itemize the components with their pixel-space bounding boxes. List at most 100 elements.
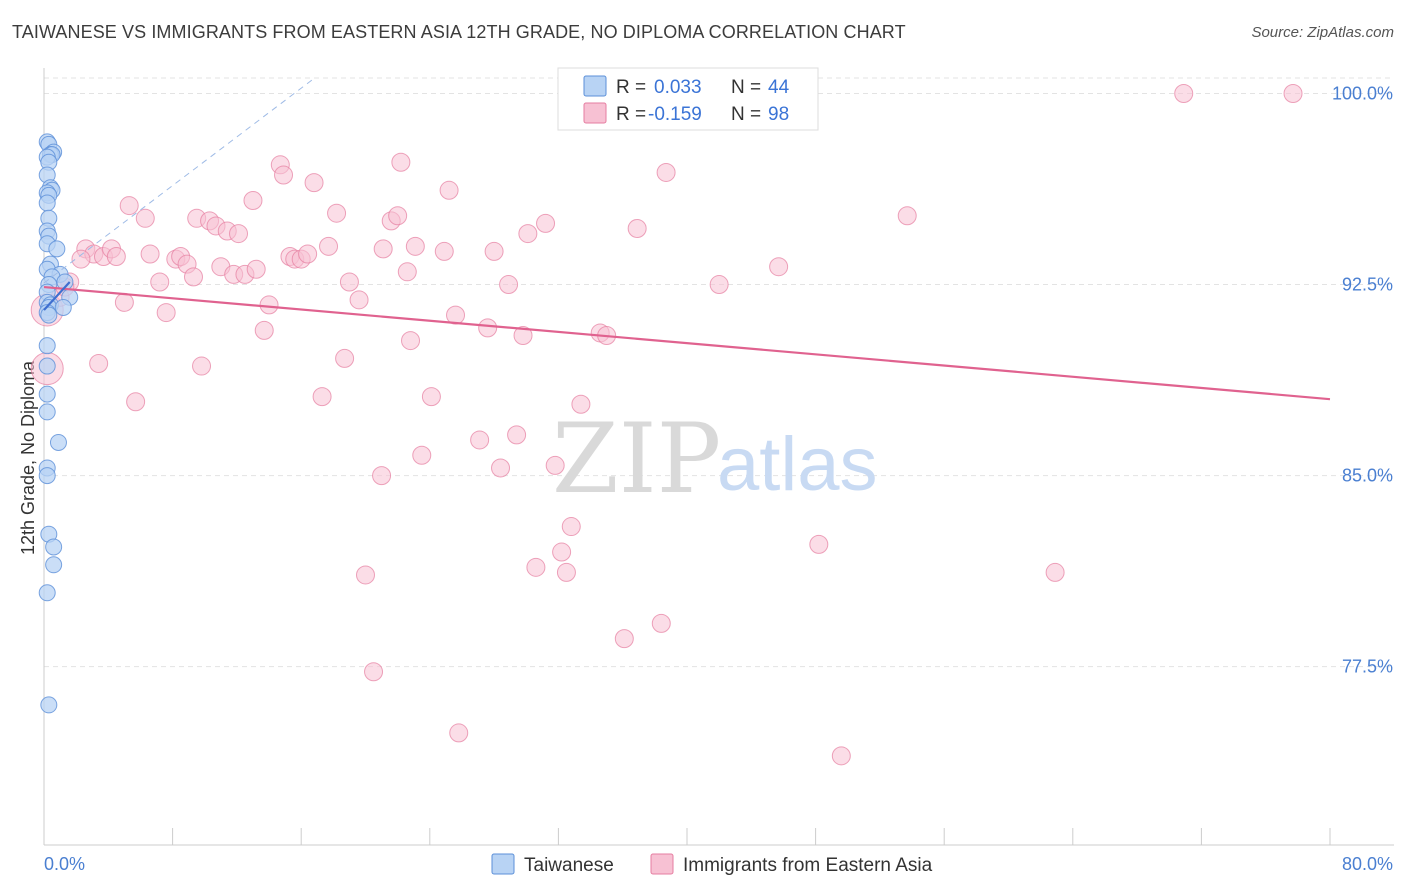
taiwanese-point xyxy=(49,433,67,451)
immigrants-point xyxy=(405,236,425,256)
y-tick-label: 85.0% xyxy=(1342,466,1393,486)
legend-n-label: N = xyxy=(731,77,761,98)
taiwanese-points xyxy=(38,133,79,714)
taiwanese-point xyxy=(54,298,72,316)
immigrants-point xyxy=(897,206,917,226)
bottom-legend: Taiwanese Immigrants from Eastern Asia xyxy=(491,853,933,876)
immigrants-point xyxy=(809,534,829,554)
immigrants-point xyxy=(243,190,263,210)
immigrants-point xyxy=(651,613,671,633)
immigrants-point xyxy=(421,387,441,407)
y-tick-label: 100.0% xyxy=(1332,83,1393,103)
immigrants-point xyxy=(298,244,318,264)
immigrants-point xyxy=(507,425,527,445)
immigrants-point xyxy=(339,272,359,292)
taiwanese-point xyxy=(38,357,56,375)
immigrants-point xyxy=(1283,83,1303,103)
legend-n-label: N = xyxy=(731,104,761,125)
immigrants-point xyxy=(470,430,490,450)
immigrants-point xyxy=(89,354,109,374)
immigrants-point xyxy=(259,295,279,315)
legend-r-value: -0.159 xyxy=(648,104,702,125)
immigrants-point xyxy=(656,162,676,182)
x-tick-label: 0.0% xyxy=(44,854,85,874)
y-tick-labels: 100.0% 92.5% 85.0% 77.5% xyxy=(1332,83,1393,676)
legend-n-value: 44 xyxy=(768,77,790,98)
immigrants-point xyxy=(327,203,347,223)
legend-swatch-taiwanese xyxy=(583,75,607,97)
bottom-legend-taiwanese: Taiwanese xyxy=(524,855,614,876)
taiwanese-point xyxy=(38,194,56,212)
y-tick-label: 77.5% xyxy=(1342,657,1393,677)
immigrants-point xyxy=(526,557,546,577)
immigrants-point xyxy=(119,196,139,216)
immigrants-point xyxy=(126,392,146,412)
immigrants-point xyxy=(478,318,498,338)
taiwanese-point xyxy=(48,240,66,258)
immigrants-point xyxy=(391,152,411,172)
immigrants-point xyxy=(499,275,519,295)
x-tick-label: 80.0% xyxy=(1342,854,1393,874)
immigrants-point xyxy=(518,224,538,244)
immigrants-point xyxy=(335,348,355,368)
chart-title: TAIWANESE VS IMMIGRANTS FROM EASTERN ASI… xyxy=(12,22,906,42)
legend-r-value: 0.033 xyxy=(654,77,702,98)
immigrants-point xyxy=(831,746,851,766)
taiwanese-point xyxy=(40,696,58,714)
immigrants-point xyxy=(364,662,384,682)
immigrants-points xyxy=(30,83,1303,766)
immigrants-point xyxy=(183,267,203,287)
trend-lines xyxy=(43,79,1331,401)
immigrants-point xyxy=(254,320,274,340)
taiwanese-point xyxy=(38,467,56,485)
immigrants-point xyxy=(571,394,591,414)
immigrants-point xyxy=(304,173,324,193)
x-tick-labels: 0.0% 80.0% xyxy=(44,854,1393,874)
immigrants-point xyxy=(513,325,533,345)
bottom-legend-swatch-taiwanese xyxy=(491,853,515,875)
immigrants-point xyxy=(536,213,556,233)
watermark-zip: ZIP xyxy=(552,403,721,515)
immigrants-point xyxy=(412,445,432,465)
immigrants-trend-line xyxy=(43,285,1331,401)
legend-swatch-immigrants xyxy=(583,102,607,124)
y-tick-label: 92.5% xyxy=(1342,275,1393,295)
immigrants-point xyxy=(192,356,212,376)
legend: R = 0.033 N = 44 R = -0.159 N = 98 xyxy=(557,67,819,131)
immigrants-point xyxy=(556,562,576,582)
immigrants-point xyxy=(561,517,581,537)
watermark-atlas: atlas xyxy=(717,422,878,507)
immigrants-point xyxy=(106,247,126,267)
bottom-legend-immigrants: Immigrants from Eastern Asia xyxy=(683,855,933,876)
immigrants-point xyxy=(312,387,332,407)
immigrants-point xyxy=(397,262,417,282)
legend-n-value: 98 xyxy=(768,104,789,125)
taiwanese-point xyxy=(38,584,56,602)
immigrants-point xyxy=(709,275,729,295)
immigrants-point xyxy=(614,629,634,649)
immigrants-point xyxy=(274,165,294,185)
taiwanese-point xyxy=(38,403,56,421)
taiwanese-point xyxy=(45,538,63,556)
immigrants-point xyxy=(372,466,392,486)
taiwanese-trend-line xyxy=(43,281,71,311)
taiwanese-point xyxy=(38,385,56,403)
immigrants-point xyxy=(545,455,565,475)
immigrants-point xyxy=(135,208,155,228)
immigrants-point xyxy=(150,272,170,292)
immigrants-point xyxy=(434,241,454,261)
legend-r-label: R = xyxy=(616,104,646,125)
immigrants-point xyxy=(491,458,511,478)
immigrants-point xyxy=(439,180,459,200)
taiwanese-point xyxy=(38,337,56,355)
immigrants-point xyxy=(449,723,469,743)
immigrants-point xyxy=(229,224,249,244)
immigrants-point xyxy=(552,542,572,562)
immigrants-point xyxy=(401,331,421,351)
taiwanese-point xyxy=(40,306,58,324)
legend-r-label: R = xyxy=(616,77,646,98)
chart-source: Source: ZipAtlas.com xyxy=(1251,24,1394,41)
immigrants-point xyxy=(114,292,134,312)
immigrants-point xyxy=(349,290,369,310)
